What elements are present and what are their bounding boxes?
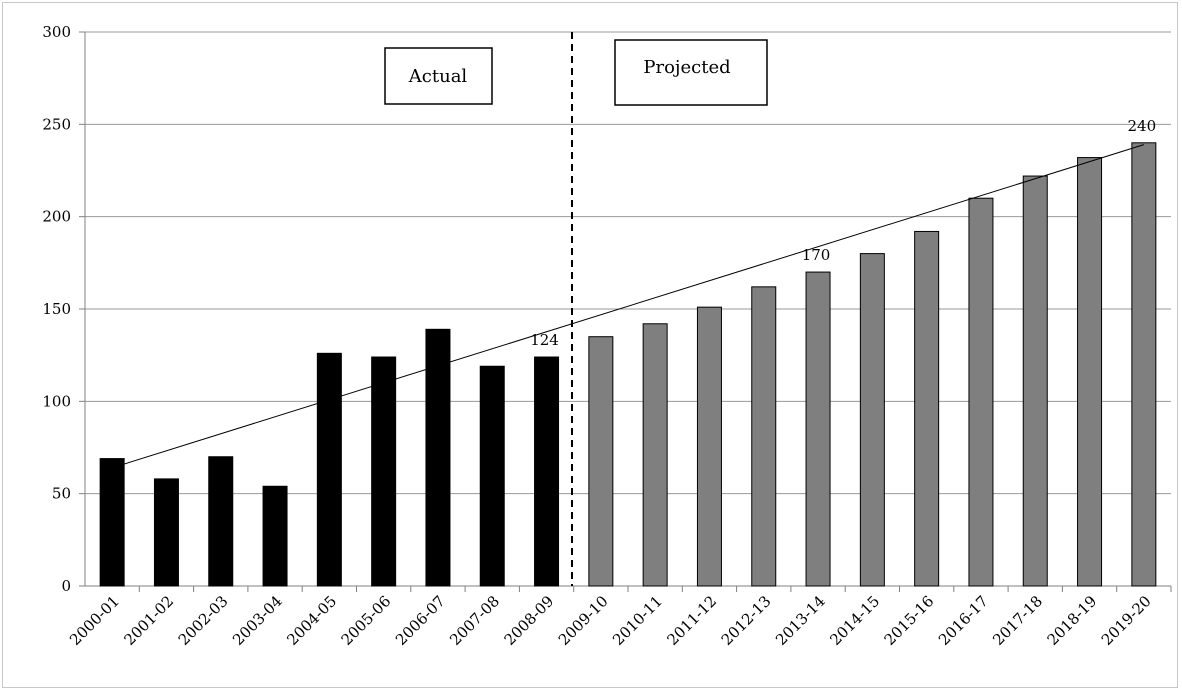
bar-2017-18 bbox=[1022, 175, 1048, 587]
bar-chart: 0501001502002503002000-012001-022002-032… bbox=[42, 23, 1172, 649]
x-tick-label: 2001-02 bbox=[120, 592, 177, 649]
x-tick-label: 2007-08 bbox=[446, 592, 503, 649]
bars bbox=[99, 142, 1157, 587]
x-tick-label: 2011-12 bbox=[663, 592, 720, 649]
bar-2005-06 bbox=[371, 356, 397, 587]
x-tick-label: 2005-06 bbox=[338, 592, 395, 649]
bar-2000-01 bbox=[99, 458, 125, 587]
bar-2001-02 bbox=[153, 478, 179, 587]
bar-2004-05 bbox=[316, 352, 342, 587]
bar-2015-16 bbox=[914, 230, 940, 587]
data-label-2013-14: 170 bbox=[802, 246, 831, 264]
x-tick-label: 2009-10 bbox=[555, 592, 612, 649]
x-tick-label: 2006-07 bbox=[392, 592, 449, 649]
axes bbox=[79, 31, 1172, 592]
x-tick-label: 2013-14 bbox=[772, 592, 829, 649]
x-tick-label: 2002-03 bbox=[175, 592, 232, 649]
bar-2012-13 bbox=[751, 286, 777, 587]
actual-annotation-text: Actual bbox=[408, 66, 468, 87]
bar-2002-03 bbox=[208, 456, 234, 587]
trendline bbox=[112, 144, 1144, 469]
bar-2014-15 bbox=[859, 253, 885, 587]
x-tick-label: 2003-04 bbox=[229, 592, 286, 649]
y-tick-label: 200 bbox=[42, 208, 71, 226]
x-tick-label: 2012-13 bbox=[718, 592, 775, 649]
y-tick-label: 100 bbox=[42, 392, 71, 410]
projected-annotation-text: Projected bbox=[643, 57, 730, 78]
projected-annotation-box: Projected bbox=[614, 39, 768, 106]
bar-2018-19 bbox=[1077, 157, 1103, 587]
y-tick-label: 300 bbox=[42, 23, 71, 41]
x-tick-label: 2018-19 bbox=[1044, 592, 1101, 649]
bar-2007-08 bbox=[479, 365, 505, 587]
y-tick-label: 250 bbox=[42, 115, 71, 133]
bar-2009-10 bbox=[588, 336, 614, 587]
bar-2013-14 bbox=[805, 271, 831, 587]
y-tick-label: 50 bbox=[52, 485, 71, 503]
bar-2016-17 bbox=[968, 197, 994, 587]
y-tick-label: 0 bbox=[61, 577, 71, 595]
bar-2006-07 bbox=[425, 328, 451, 587]
data-label-2008-09: 124 bbox=[530, 331, 559, 349]
x-tick-label: 2017-18 bbox=[989, 592, 1046, 649]
bar-2019-20 bbox=[1131, 142, 1157, 587]
x-tick-label: 2000-01 bbox=[66, 592, 123, 649]
data-label-2019-20: 240 bbox=[1128, 117, 1157, 135]
x-tick-label: 2015-16 bbox=[881, 592, 938, 649]
x-tick-label: 2010-11 bbox=[609, 592, 666, 649]
bar-2003-04 bbox=[262, 485, 288, 587]
x-tick-label: 2014-15 bbox=[826, 592, 883, 649]
x-tick-label: 2004-05 bbox=[283, 592, 340, 649]
x-tick-label: 2008-09 bbox=[501, 592, 558, 649]
x-tick-label: 2016-17 bbox=[935, 592, 992, 649]
bar-2008-09 bbox=[534, 356, 560, 587]
bar-2010-11 bbox=[642, 323, 668, 587]
y-tick-label: 150 bbox=[42, 300, 71, 318]
x-tick-label: 2019-20 bbox=[1098, 592, 1155, 649]
actual-annotation-box: Actual bbox=[384, 47, 493, 105]
bar-2011-12 bbox=[696, 306, 722, 587]
trend-line bbox=[112, 144, 1144, 469]
